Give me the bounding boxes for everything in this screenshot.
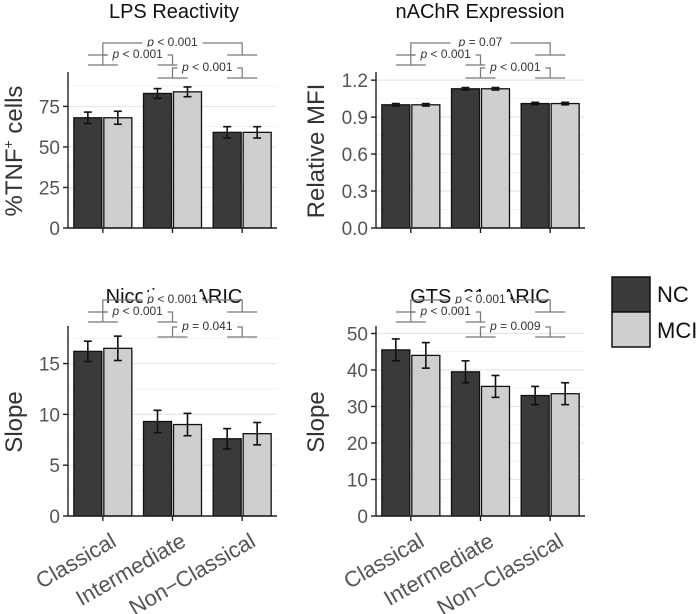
p-value-label: p = 0.07 bbox=[458, 35, 503, 49]
legend-swatch-mci bbox=[611, 311, 651, 348]
pvalue-bg bbox=[415, 47, 476, 60]
pvalue-bg bbox=[107, 47, 168, 60]
p-value-label: p < 0.001 bbox=[489, 60, 541, 74]
panel-gts21-naric: 01020304050ClassicalIntermediateNon−Clas… bbox=[303, 286, 585, 614]
y-tick-label: 20 bbox=[347, 434, 368, 455]
pvalue-bg bbox=[450, 35, 511, 48]
bar-mci-classical bbox=[103, 347, 133, 517]
bar-nc-nonclassical bbox=[520, 394, 550, 517]
pvalue-bg bbox=[142, 292, 203, 305]
y-tick-label: 0 bbox=[49, 507, 60, 528]
y-tick-label: 0.9 bbox=[342, 108, 368, 129]
p-value-label: p < 0.001 bbox=[111, 304, 163, 318]
bar-nc-classical bbox=[73, 350, 103, 517]
y-axis-label: Slope bbox=[303, 391, 330, 452]
bar-mci-nonclassical bbox=[550, 102, 580, 229]
y-tick-label: 40 bbox=[347, 361, 368, 382]
y-tick-label: 15 bbox=[39, 355, 60, 376]
panel-title: LPS Reactivity bbox=[109, 1, 239, 23]
pvalue-bg bbox=[177, 319, 238, 332]
p-value-label: p < 0.001 bbox=[181, 60, 233, 74]
bar-nc-intermediate bbox=[142, 420, 173, 517]
p-value-label: p < 0.001 bbox=[454, 292, 506, 306]
bar-mci-classical bbox=[411, 354, 441, 517]
pvalue-bg bbox=[415, 304, 476, 317]
panel-nicotine-naric: 051015ClassicalIntermediateNon−Classical… bbox=[1, 286, 277, 614]
legend-label-nc: NC bbox=[657, 282, 689, 307]
y-tick-label: 50 bbox=[39, 138, 60, 159]
y-axis-label: %TNF+ cells bbox=[0, 86, 28, 217]
p-value-label: p = 0.009 bbox=[489, 319, 541, 333]
y-axis-label: Slope bbox=[1, 391, 28, 452]
y-tick-label: 0.0 bbox=[342, 219, 368, 240]
y-tick-label: 5 bbox=[49, 456, 60, 477]
bar-nc-classical bbox=[73, 117, 103, 229]
pvalue-bg bbox=[485, 60, 546, 73]
p-value-label: p < 0.001 bbox=[146, 292, 198, 306]
y-tick-label: 10 bbox=[347, 470, 368, 491]
p-value-label: p < 0.001 bbox=[419, 47, 471, 61]
y-tick-label: 0 bbox=[49, 219, 60, 240]
bar-nc-nonclassical bbox=[520, 102, 550, 229]
p-value-label: p < 0.001 bbox=[111, 47, 163, 61]
pvalue-bg bbox=[485, 319, 546, 332]
y-tick-label: 1.2 bbox=[342, 71, 368, 92]
p-value-label: p < 0.001 bbox=[146, 35, 198, 49]
bar-mci-nonclassical bbox=[242, 433, 272, 517]
p-value-label: p = 0.041 bbox=[181, 319, 233, 333]
pvalue-bg bbox=[450, 292, 511, 305]
y-tick-label: 0.3 bbox=[342, 182, 368, 203]
y-tick-label: 0.6 bbox=[342, 145, 368, 166]
legend-swatch-nc bbox=[611, 276, 651, 313]
y-tick-label: 75 bbox=[39, 97, 60, 118]
pvalue-bg bbox=[177, 60, 238, 73]
bar-mci-nonclassical bbox=[242, 131, 272, 229]
bar-mci-classical bbox=[411, 104, 441, 229]
bar-nc-classical bbox=[381, 349, 411, 517]
panel-nachr-expression: 0.0 0.3 0.6 0.9 1.2 nAChR Expression Relative … bbox=[303, 1, 585, 240]
bar-nc-classical bbox=[381, 104, 411, 229]
y-tick-label: 0 bbox=[357, 507, 368, 528]
bar-nc-nonclassical bbox=[212, 438, 242, 517]
bar-nc-nonclassical bbox=[212, 131, 242, 229]
bar-nc-intermediate bbox=[450, 371, 481, 517]
bar-mci-classical bbox=[103, 117, 133, 229]
pvalue-bg bbox=[142, 35, 203, 48]
y-tick-label: 50 bbox=[347, 324, 368, 345]
bar-mci-intermediate bbox=[480, 385, 511, 517]
bar-nc-intermediate bbox=[450, 88, 481, 229]
panel-title: nAChR Expression bbox=[396, 1, 565, 23]
y-tick-label: 30 bbox=[347, 397, 368, 418]
pvalue-bg bbox=[107, 304, 168, 317]
p-value-label: p < 0.001 bbox=[419, 304, 471, 318]
legend-label-mci: MCI bbox=[657, 318, 696, 343]
y-tick-label: 10 bbox=[39, 405, 60, 426]
bar-mci-intermediate bbox=[172, 91, 203, 229]
y-axis-label: Relative MFI bbox=[303, 84, 330, 219]
bar-mci-intermediate bbox=[480, 88, 511, 229]
y-tick-label: 25 bbox=[39, 178, 60, 199]
panel-lps-reactivity: 0 25 50 75 LPS Reactivity %TNF+ cells p < 0.00… bbox=[0, 1, 277, 240]
bar-mci-intermediate bbox=[172, 423, 203, 517]
legend: NC MCI bbox=[611, 276, 696, 348]
bar-nc-intermediate bbox=[142, 92, 173, 229]
bar-mci-nonclassical bbox=[550, 393, 580, 517]
